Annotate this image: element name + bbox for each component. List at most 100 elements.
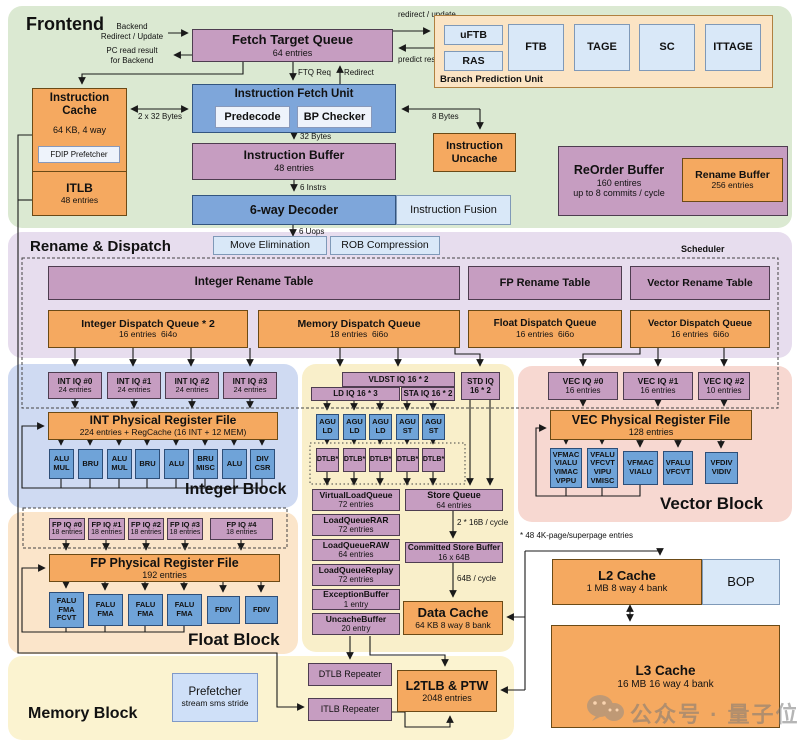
vec-fu-2: VFALU VFCVT VIPU VMISC [587, 448, 618, 488]
vec-iq0-box: VEC IQ #0 16 entries [548, 372, 618, 400]
fp-fu-4: FALU FMA [167, 594, 202, 626]
instruction-buffer-box: Instruction Buffer 48 entries [192, 143, 396, 180]
int-iq1-box: INT IQ #1 24 entries [107, 372, 161, 399]
agu-ld-3: AGU LD [369, 414, 392, 440]
float-dispatch-queue-box: Float Dispatch Queue 16 entries 6i6o [468, 310, 622, 348]
vec-fu-3: VFMAC VIALU [623, 451, 658, 485]
virtual-load-queue-box: VirtualLoadQueue 72 entries [312, 489, 400, 511]
sta-iq-box: STA IQ 16 * 2 [401, 387, 455, 401]
fp-iq0-box: FP IQ #0 18 entries [49, 518, 85, 540]
fp-fu-3: FALU FMA [128, 594, 163, 626]
fp-iq2-box: FP IQ #2 18 entries [128, 518, 164, 540]
dtlb-1: DTLB* [316, 448, 339, 472]
data-cache-box: Data Cache 64 KB 8 way 8 bank [403, 601, 503, 635]
redirect-label: Redirect [344, 68, 374, 77]
store-bandwidth-label: 2 * 16B / cycle [457, 518, 509, 527]
uftb-box: uFTB [444, 25, 503, 45]
int-fu-div-csr: DIV CSR [250, 449, 275, 479]
int-iq3-box: INT IQ #3 24 entries [223, 372, 277, 399]
integer-dispatch-queue-box: Integer Dispatch Queue * 2 16 entries 6i… [48, 310, 248, 348]
int-fu-alu-mul-2: ALU MUL [107, 449, 132, 479]
csb-bandwidth-label: 64B / cycle [457, 574, 497, 583]
ftb-box: FTB [508, 24, 564, 71]
dtlb-5: DTLB* [422, 448, 445, 472]
fp-fu-6: FDIV [245, 596, 278, 624]
fp-prf-box: FP Physical Register File 192 entries [49, 554, 280, 582]
load-queue-raw-box: LoadQueueRAW 64 entries [312, 539, 400, 561]
vec-fu-5: VFDIV VIDIV [705, 452, 738, 484]
store-queue-box: Store Queue 64 entries [405, 489, 503, 511]
itlb-box: ITLB 48 entries [32, 171, 127, 216]
agu-st-2: AGU ST [422, 414, 445, 440]
scheduler-label: Scheduler [681, 244, 725, 254]
redirect-update-label: redirect / update [398, 10, 456, 19]
load-queue-replay-box: LoadQueueReplay 72 entries [312, 564, 400, 586]
prefetcher-box: Prefetcher stream sms stride [172, 673, 258, 722]
integer-rename-table-box: Integer Rename Table [48, 266, 460, 300]
rename-buffer-box: Rename Buffer 256 entries [682, 158, 783, 202]
fp-fu-5: FDIV [207, 596, 240, 624]
memory-dispatch-queue-box: Memory Dispatch Queue 18 entries 6i6o [258, 310, 460, 348]
vec-prf-box: VEC Physical Register File 128 entries [550, 410, 752, 440]
load-queue-rar-box: LoadQueueRAR 72 entries [312, 514, 400, 536]
itlb-repeater-box: ITLB Repeater [308, 698, 392, 721]
vector-block-title: Vector Block [660, 494, 763, 513]
integer-block-title: Integer Block [185, 481, 287, 498]
bpu-label: Branch Prediction Unit [440, 74, 543, 85]
ld-iq-box: LD IQ 16 * 3 [311, 387, 400, 401]
instruction-cache-box: Instruction Cache 64 KB, 4 way [32, 88, 127, 172]
move-elimination-box: Move Elimination [213, 236, 327, 255]
int-iq0-box: INT IQ #0 24 entries [48, 372, 102, 399]
committed-store-buffer-box: Committed Store Buffer 16 x 64B [405, 542, 503, 563]
fetch-target-queue-box: Fetch Target Queue 64 entries [192, 29, 393, 62]
vec-iq2-box: VEC IQ #2 10 entries [698, 372, 750, 400]
bp-checker-box: BP Checker [297, 106, 372, 128]
l2tlb-ptw-box: L2TLB & PTW 2048 entries [397, 670, 497, 712]
dtlb-3: DTLB* [369, 448, 392, 472]
float-block-title: Float Block [188, 630, 280, 649]
int-fu-bru-misc: BRU MISC [193, 449, 218, 479]
agu-ld-2: AGU LD [343, 414, 366, 440]
tage-box: TAGE [574, 24, 630, 71]
memory-block-title: Memory Block [28, 705, 138, 722]
pc-read-result-label: PC read result for Backend [106, 46, 158, 65]
wechat-icon [587, 695, 624, 721]
uncache-buffer-box: UncacheBuffer 20 entry [312, 613, 400, 635]
frontend-title: Frontend [26, 14, 104, 34]
int-fu-alu-2: ALU [222, 449, 247, 479]
ftq-req-label: FTQ Req [298, 68, 331, 77]
vec-iq1-box: VEC IQ #1 16 entries [623, 372, 693, 400]
dtlb-4: DTLB* [396, 448, 419, 472]
tlb-footnote-label: * 48 4K-page/superpage entries [520, 531, 633, 540]
ras-box: RAS [444, 51, 503, 71]
fp-iq3-box: FP IQ #3 18 entries [167, 518, 203, 540]
instruction-fusion-box: Instruction Fusion [396, 195, 511, 225]
agu-st-1: AGU ST [396, 414, 419, 440]
vec-fu-4: VFALU VFCVT [663, 451, 693, 485]
uops-6-label: 6 Uops [299, 227, 325, 236]
sc-box: SC [639, 24, 695, 71]
watermark-text: 公众号 · 量子位 [630, 702, 800, 727]
bytes-2x32-label: 2 x 32 Bytes [137, 112, 183, 121]
bytes-8-label: 8 Bytes [432, 112, 459, 121]
decoder-box: 6-way Decoder [192, 195, 396, 225]
int-iq2-box: INT IQ #2 24 entries [165, 372, 219, 399]
fp-fu-2: FALU FMA [88, 594, 123, 626]
int-prf-box: INT Physical Register File 224 entries +… [48, 412, 278, 440]
int-fu-alu-mul-1: ALU MUL [49, 449, 74, 479]
bop-box: BOP [702, 559, 780, 605]
instruction-uncache-box: Instruction Uncache [433, 133, 516, 172]
vector-dispatch-queue-box: Vector Dispatch Queue 16 entries 6i6o [630, 310, 770, 348]
int-fu-bru-1: BRU [78, 449, 103, 479]
l2-cache-box: L2 Cache 1 MB 8 way 4 bank [552, 559, 702, 605]
fdip-prefetcher-box: FDIP Prefetcher [38, 146, 120, 163]
rob-compression-box: ROB Compression [330, 236, 440, 255]
rename-dispatch-title: Rename & Dispatch [30, 238, 171, 255]
fp-rename-table-box: FP Rename Table [468, 266, 622, 300]
exception-buffer-box: ExceptionBuffer 1 entry [312, 589, 400, 610]
dtlb-2: DTLB* [343, 448, 366, 472]
instrs-6-label: 6 Instrs [300, 183, 327, 192]
dtlb-repeater-box: DTLB Repeater [308, 663, 392, 686]
backend-redirect-label: Backend Redirect / Update [100, 22, 164, 41]
